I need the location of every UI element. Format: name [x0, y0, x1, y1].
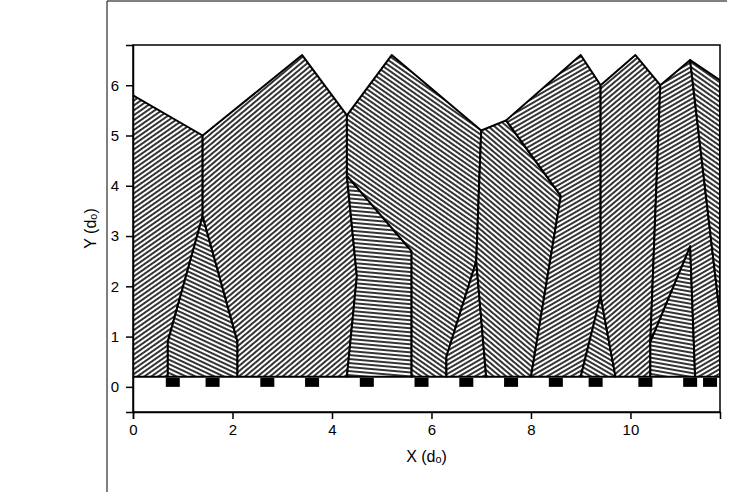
tick: 8	[527, 412, 535, 438]
seed	[638, 378, 652, 387]
tick-mark	[332, 412, 334, 419]
seed	[703, 378, 717, 387]
seed	[415, 378, 429, 387]
tick-mark	[531, 412, 533, 419]
tick-mark	[126, 135, 133, 137]
tick: 10	[623, 412, 640, 438]
tick-mark	[126, 85, 133, 87]
plot: 0 2 4 6 8 10 0 1 2 3 4 5 6	[111, 45, 721, 438]
axis-line	[126, 46, 134, 413]
figure-border	[107, 1, 727, 492]
tick-label: 2	[111, 278, 119, 295]
tick: 5	[111, 127, 133, 144]
grain	[506, 55, 601, 377]
tick-label: 4	[111, 177, 119, 194]
seed	[360, 378, 374, 387]
axis-line	[134, 413, 721, 420]
tick: 6	[111, 77, 133, 94]
seed	[166, 378, 180, 387]
tick: 2	[229, 412, 237, 438]
tick-label: 1	[111, 328, 119, 345]
tick-label: 0	[129, 421, 137, 438]
grain	[650, 60, 720, 377]
seed	[206, 378, 220, 387]
seed	[305, 378, 319, 387]
figure: 0 2 4 6 8 10 0 1 2 3 4 5 6 X (dₒ) Y (dₒ)	[0, 0, 729, 497]
tick-mark	[126, 387, 133, 389]
marks	[133, 55, 720, 387]
x-axis: 0 2 4 6 8 10	[129, 412, 720, 438]
y-axis-title: Y (dₒ)	[82, 208, 99, 248]
tick-label: 4	[328, 421, 336, 438]
tick: 2	[111, 278, 133, 295]
tick-mark	[126, 236, 133, 238]
seed	[549, 378, 563, 387]
tick-label: 2	[229, 421, 237, 438]
grain	[690, 60, 720, 316]
tick-mark	[232, 412, 234, 419]
tick: 0	[129, 412, 137, 438]
tick-label: 10	[623, 421, 640, 438]
tick-mark	[431, 412, 433, 419]
y-axis: 0 1 2 3 4 5 6	[111, 46, 134, 413]
plot-frame	[133, 45, 720, 412]
tick-label: 6	[428, 421, 436, 438]
tick: 1	[111, 328, 133, 345]
tick-label: 0	[111, 378, 119, 395]
x-axis-title: X (dₒ)	[406, 448, 447, 465]
tick: 0	[111, 378, 133, 395]
tick-mark	[126, 286, 133, 288]
tick-label: 3	[111, 227, 119, 244]
tick: 3	[111, 227, 133, 244]
grain	[203, 55, 357, 377]
seed	[589, 378, 603, 387]
tick-mark	[126, 336, 133, 338]
tick-label: 5	[111, 127, 119, 144]
tick-mark	[126, 186, 133, 188]
tick: 4	[328, 412, 336, 438]
tick: 4	[111, 177, 133, 194]
seed	[504, 378, 518, 387]
seed	[459, 378, 473, 387]
seed	[683, 378, 697, 387]
tick: 6	[428, 412, 436, 438]
tick-label: 8	[527, 421, 535, 438]
tick-mark	[630, 412, 632, 419]
tick-label: 6	[111, 77, 119, 94]
seed	[260, 378, 274, 387]
